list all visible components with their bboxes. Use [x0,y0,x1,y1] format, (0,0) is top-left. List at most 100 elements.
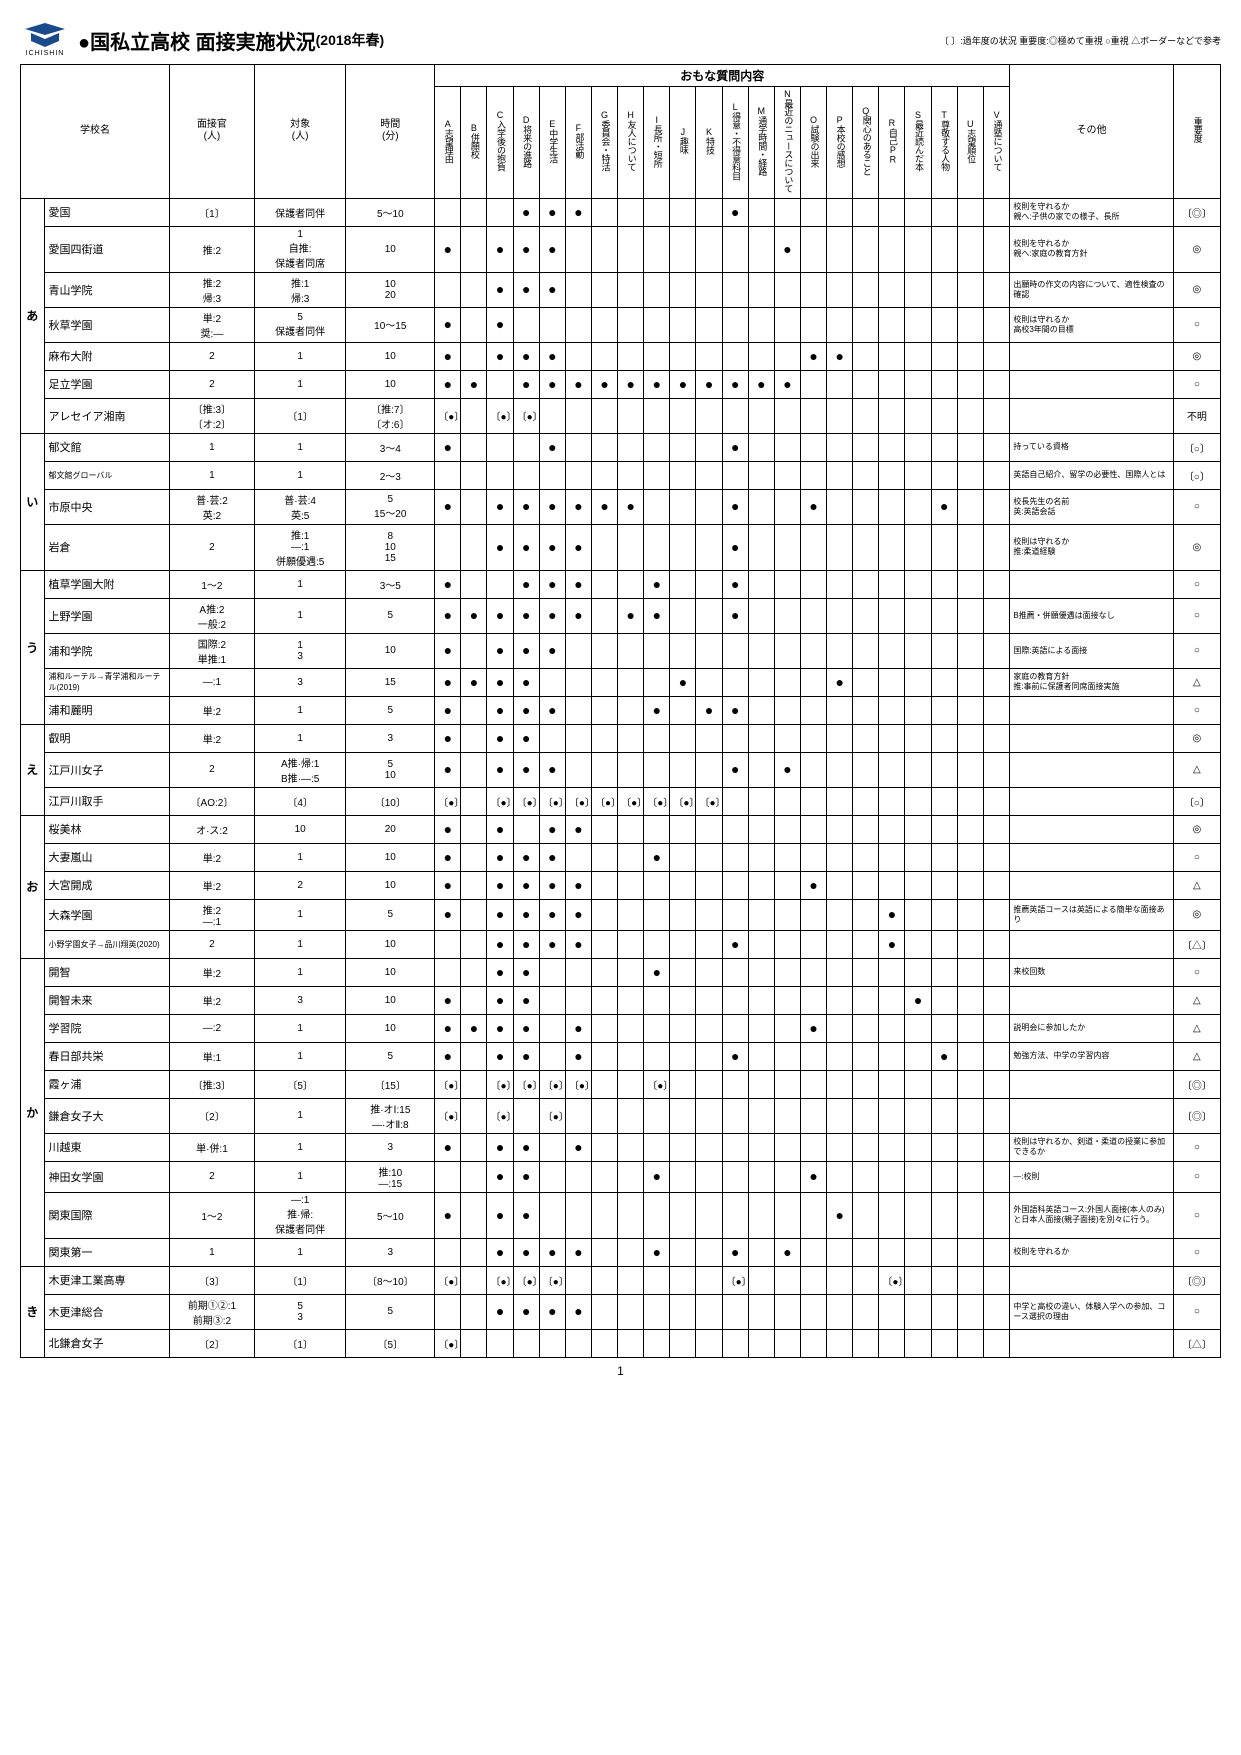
school-name: 大森学園 [44,899,169,930]
cell-subject: 1 [254,930,345,958]
q-cell-U [957,958,983,986]
q-cell-V [983,433,1009,461]
q-cell-E: ● [539,570,565,598]
q-cell-U [957,1238,983,1266]
q-cell-O [800,787,826,815]
q-cell-K [696,1161,722,1192]
q-cell-F: ● [565,489,591,524]
q-cell-M [748,1192,774,1238]
q-cell-P [827,871,853,899]
q-cell-R [879,524,905,570]
q-cell-C: ● [487,871,513,899]
q-cell-N [774,930,800,958]
q-cell-D: ● [513,226,539,272]
table-row: 大妻嵐山単:2110●●●●●○ [21,843,1221,871]
q-cell-R [879,843,905,871]
q-cell-H [618,461,644,489]
table-row: 関東第一113●●●●●●●校則を守れるか○ [21,1238,1221,1266]
q-cell-L [722,815,748,843]
q-cell-T [931,1070,957,1098]
q-cell-R [879,598,905,633]
school-name: 大妻嵐山 [44,843,169,871]
q-cell-B [461,1329,487,1357]
q-cell-B [461,1294,487,1329]
q-cell-Q [853,1192,879,1238]
q-cell-D: ● [513,370,539,398]
q-cell-O [800,272,826,307]
q-cell-V [983,843,1009,871]
logo-text: ICHISHIN [26,50,65,57]
table-row: 愛国四街道推:21自推:保護者同席10●●●●●校則を守れるか親へ:家庭の教育方… [21,226,1221,272]
q-cell-R [879,871,905,899]
q-cell-A [435,1161,461,1192]
q-cell-R [879,958,905,986]
q-cell-L [722,461,748,489]
q-cell-J [670,871,696,899]
q-cell-P [827,696,853,724]
q-cell-P [827,570,853,598]
q-cell-U [957,633,983,668]
col-q-P: P本校の感想 [827,87,853,199]
q-cell-O [800,1133,826,1161]
cell-other: 校則を守れるか親へ:家庭の教育方針 [1010,226,1173,272]
q-cell-S [905,433,931,461]
q-cell-D [513,815,539,843]
q-cell-N: ● [774,370,800,398]
q-cell-D: 〔●〕 [513,787,539,815]
q-cell-C: 〔●〕 [487,1266,513,1294]
q-cell-A: 〔●〕 [435,787,461,815]
q-cell-V [983,1161,1009,1192]
cell-interviewer: 〔1〕 [169,198,254,226]
cell-interviewer: 2 [169,370,254,398]
q-cell-K [696,1133,722,1161]
q-cell-C: ● [487,696,513,724]
q-cell-M [748,1238,774,1266]
cell-importance: 〔◎〕 [1173,1070,1220,1098]
table-row: 麻布大附2110●●●●●●◎ [21,342,1221,370]
q-cell-G [591,871,617,899]
q-cell-V [983,342,1009,370]
q-cell-C: ● [487,342,513,370]
q-cell-R [879,1294,905,1329]
q-cell-H [618,843,644,871]
q-cell-S [905,899,931,930]
school-name: 春日部共栄 [44,1042,169,1070]
q-cell-U [957,524,983,570]
q-cell-N [774,489,800,524]
q-cell-P [827,1070,853,1098]
q-cell-N [774,899,800,930]
q-cell-H [618,1192,644,1238]
school-name: 木更津総合 [44,1294,169,1329]
q-cell-G [591,198,617,226]
q-cell-J [670,724,696,752]
school-name: 植草学園大附 [44,570,169,598]
cell-importance: ○ [1173,1161,1220,1192]
q-cell-B [461,433,487,461]
q-cell-O [800,633,826,668]
q-cell-T [931,524,957,570]
cell-time: 515～20 [346,489,435,524]
cell-other [1010,724,1173,752]
q-cell-H [618,1266,644,1294]
q-cell-M [748,724,774,752]
cell-interviewer: 2 [169,524,254,570]
cell-other: 家庭の教育方針推:事前に保護者同席面接実施 [1010,668,1173,696]
q-cell-B [461,1192,487,1238]
q-cell-A: ● [435,489,461,524]
cell-importance: ○ [1173,696,1220,724]
q-cell-N [774,958,800,986]
q-cell-J [670,1014,696,1042]
q-cell-V [983,272,1009,307]
q-cell-L: ● [722,489,748,524]
q-cell-G [591,398,617,433]
cell-time: 5 [346,899,435,930]
q-cell-L [722,1133,748,1161]
cell-interviewer: 1～2 [169,570,254,598]
q-cell-B [461,461,487,489]
q-cell-K: ● [696,370,722,398]
q-cell-M [748,489,774,524]
q-cell-E [539,668,565,696]
q-cell-O: ● [800,1161,826,1192]
cell-other [1010,752,1173,787]
q-cell-B [461,871,487,899]
